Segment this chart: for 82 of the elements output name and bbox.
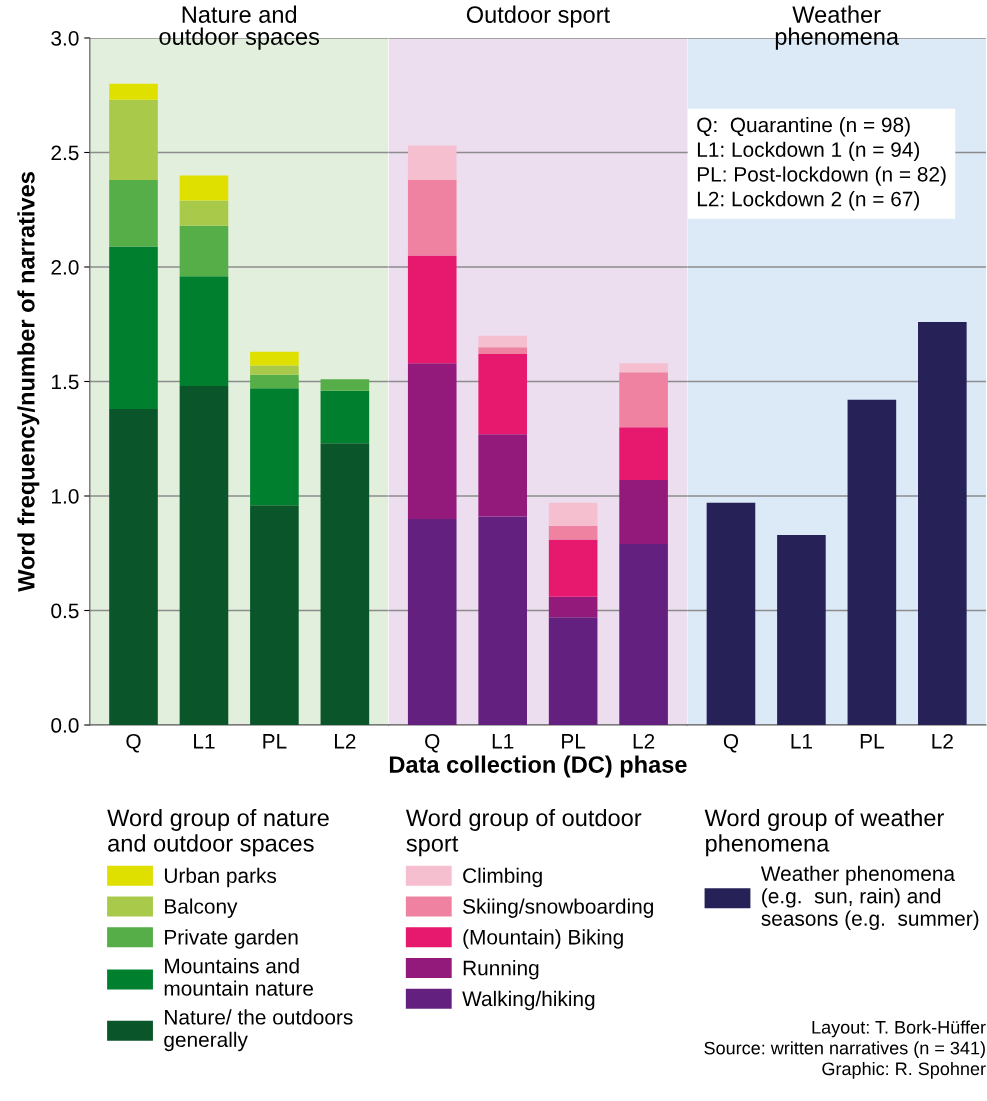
text: Layout: T. Bork-Hüffer Source: written narratives (n = 341) Graphic: R. Spohner (704, 1020, 986, 1079)
x-tick-label: Q (723, 733, 739, 753)
legend-label: Mountains and mountain nature (164, 958, 313, 996)
y-tick-label: 3.0 (51, 30, 79, 46)
bar (548, 539, 598, 597)
y-tick-label: 0.0 (51, 718, 79, 733)
bar (918, 321, 967, 726)
y-axis-title: Word frequency/number of narratives (17, 172, 40, 592)
x-tick-label: L2 (633, 733, 655, 749)
legend-label: Private garden (165, 929, 298, 949)
bar (548, 617, 598, 726)
bar (179, 175, 229, 201)
bar (179, 276, 229, 387)
bar (250, 374, 299, 389)
bar (619, 427, 668, 480)
bar (548, 596, 598, 618)
bar (548, 502, 598, 526)
bar (179, 386, 229, 726)
bar (109, 83, 158, 100)
legend-title: Word group of nature and outdoor spaces (107, 808, 329, 857)
y-tick-label: 1.0 (52, 489, 79, 504)
x-tick-label: Q (126, 733, 141, 753)
legend-label: Running (463, 960, 539, 980)
annotation: Q: Quarantine (n = 98) L1: Lockdown 1 (n = 94) PL: Post-lockdown (n = 82) L2: Lockdown 2 (n = 67) (697, 116, 946, 211)
bar (109, 179, 158, 247)
legend-title: Word group of weather phenomena (704, 808, 944, 857)
legend-label: Nature/ the outdoors generally (164, 1009, 353, 1052)
x-tick-label: L1 (194, 734, 215, 749)
bar (478, 335, 527, 348)
x-tick-label: PL (562, 734, 586, 749)
legend-label: Walking/hiking (462, 990, 595, 1011)
bar (619, 363, 668, 373)
x-tick-label: L1 (791, 734, 812, 749)
bar (478, 516, 527, 726)
bar (179, 225, 229, 277)
bar (478, 434, 527, 517)
bar (320, 379, 370, 391)
bar (478, 354, 527, 435)
bar (706, 502, 756, 726)
chart-title: Outdoor sport (466, 5, 610, 28)
bar (619, 372, 668, 428)
bar (179, 200, 229, 226)
bar (109, 408, 158, 726)
x-tick-label: L1 (492, 734, 514, 749)
y-tick-label: 2.0 (51, 259, 79, 275)
bar (250, 388, 299, 506)
legend-label: Skiing/snowboarding (463, 898, 653, 918)
legend-title: Word group of outdoor sport (405, 808, 642, 857)
legend-label: Balcony (165, 898, 238, 918)
chart-title: Nature and outdoor spaces (159, 5, 320, 50)
x-tick-label: Q (425, 733, 440, 753)
legend-label: Weather phenomena (e.g. sun, rain) and seasons (e.g. summer) (760, 865, 979, 931)
bar (407, 518, 457, 726)
bar (407, 255, 457, 364)
bar (619, 479, 668, 545)
legend-label: Urban parks (164, 867, 277, 888)
bar (478, 347, 527, 355)
chart-title: Weather phenomena (775, 5, 900, 50)
bar (777, 534, 826, 726)
bar (320, 443, 370, 726)
legend-label: (Mountain) Biking (463, 929, 623, 949)
bar (407, 363, 457, 519)
bar (320, 390, 370, 444)
bar (548, 525, 598, 540)
x-axis-title: Data collection (DC) phase (389, 755, 687, 778)
legend-label: Climbing (463, 867, 542, 888)
x-tick-label: PL (263, 734, 287, 749)
bar (407, 179, 457, 256)
x-tick-label: L2 (334, 733, 356, 749)
y-tick-label: 0.5 (51, 603, 79, 619)
x-tick-label: PL (860, 734, 884, 749)
bar (619, 544, 668, 726)
bar (407, 145, 457, 180)
x-tick-label: L2 (932, 733, 953, 749)
bar (250, 351, 299, 366)
bar (250, 365, 299, 375)
bar (109, 246, 158, 409)
bar (109, 99, 158, 180)
y-tick-label: 1.5 (52, 374, 79, 390)
bar (847, 399, 897, 726)
y-tick-label: 2.5 (51, 145, 79, 161)
bar (250, 505, 299, 726)
